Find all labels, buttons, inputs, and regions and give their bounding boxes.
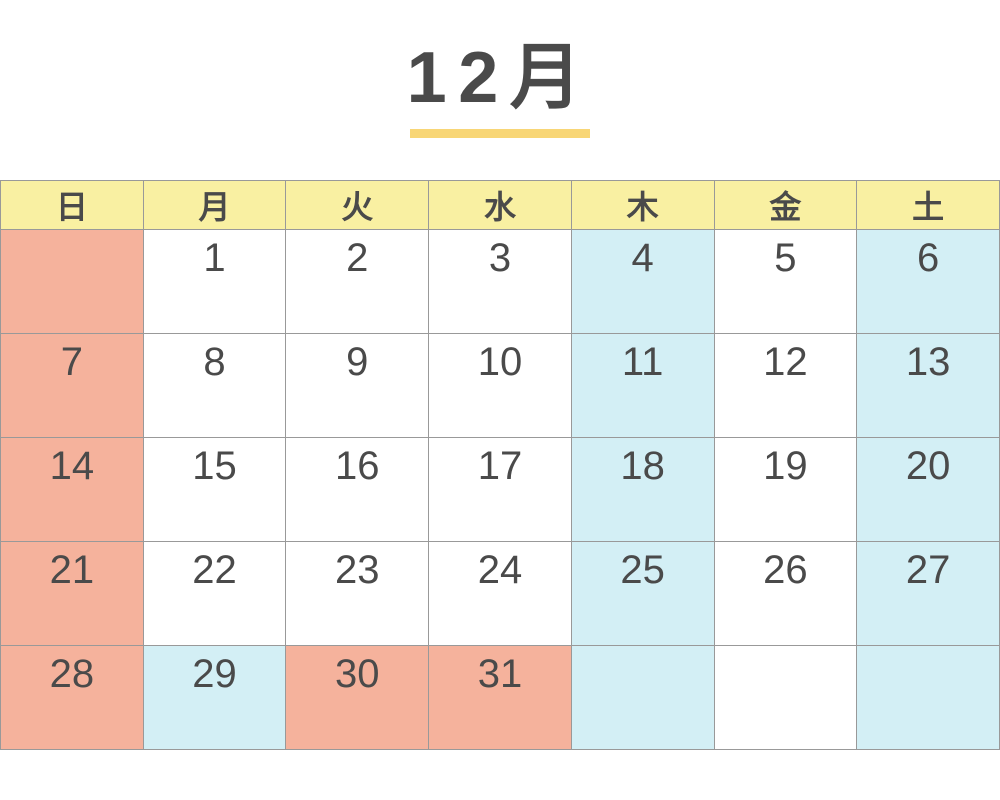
day-cell-24: 24 [428, 541, 572, 646]
day-cell-31: 31 [428, 645, 572, 750]
day-cell-18: 18 [570, 437, 715, 542]
day-cell-empty [0, 229, 144, 334]
calendar-week-row: 28 29 30 31 [0, 645, 1000, 750]
title-underline [410, 129, 590, 138]
page-title: 12月 [406, 38, 594, 118]
day-cell-16: 16 [285, 437, 430, 542]
weekday-header-sunday: 日 [0, 180, 144, 230]
day-cell-23: 23 [285, 541, 430, 646]
weekday-header-monday: 月 [142, 180, 287, 230]
calendar-week-row: 7 8 9 10 11 12 13 [0, 333, 1000, 438]
day-cell-13: 13 [856, 333, 1000, 438]
weekday-header-friday: 金 [713, 180, 858, 230]
day-cell-7: 7 [0, 333, 144, 438]
day-cell-14: 14 [0, 437, 144, 542]
day-cell-8: 8 [142, 333, 287, 438]
day-cell-15: 15 [142, 437, 287, 542]
day-cell-empty [713, 645, 858, 750]
day-cell-1: 1 [142, 229, 287, 334]
weekday-header-thursday: 木 [570, 180, 715, 230]
day-cell-11: 11 [570, 333, 715, 438]
day-cell-6: 6 [856, 229, 1000, 334]
day-cell-empty [856, 645, 1000, 750]
calendar-week-row: 14 15 16 17 18 19 20 [0, 437, 1000, 542]
day-cell-26: 26 [713, 541, 858, 646]
day-cell-17: 17 [428, 437, 572, 542]
day-cell-9: 9 [285, 333, 430, 438]
calendar-body: 1 2 3 4 5 6 7 8 9 10 11 12 13 14 15 16 17 18 19 20 21 22 23 24 2… [0, 229, 1000, 750]
day-cell-22: 22 [142, 541, 287, 646]
day-cell-10: 10 [428, 333, 572, 438]
day-cell-28: 28 [0, 645, 144, 750]
calendar-header: 日 月 火 水 木 金 土 [0, 180, 1000, 230]
day-cell-20: 20 [856, 437, 1000, 542]
weekday-header-row: 日 月 火 水 木 金 土 [0, 180, 1000, 230]
day-cell-5: 5 [713, 229, 858, 334]
day-cell-12: 12 [713, 333, 858, 438]
calendar-table: 日 月 火 水 木 金 土 1 2 3 4 5 6 7 8 9 10 11 12 13 14 15 16 17 1… [0, 180, 1000, 750]
day-cell-3: 3 [428, 229, 572, 334]
day-cell-27: 27 [856, 541, 1000, 646]
day-cell-2: 2 [285, 229, 430, 334]
weekday-header-wednesday: 水 [428, 180, 572, 230]
day-cell-4: 4 [570, 229, 715, 334]
day-cell-29: 29 [142, 645, 287, 750]
day-cell-25: 25 [570, 541, 715, 646]
day-cell-empty [570, 645, 715, 750]
weekday-header-saturday: 土 [856, 180, 1000, 230]
day-cell-19: 19 [713, 437, 858, 542]
calendar-week-row: 21 22 23 24 25 26 27 [0, 541, 1000, 646]
weekday-header-tuesday: 火 [285, 180, 430, 230]
day-cell-21: 21 [0, 541, 144, 646]
day-cell-30: 30 [285, 645, 430, 750]
